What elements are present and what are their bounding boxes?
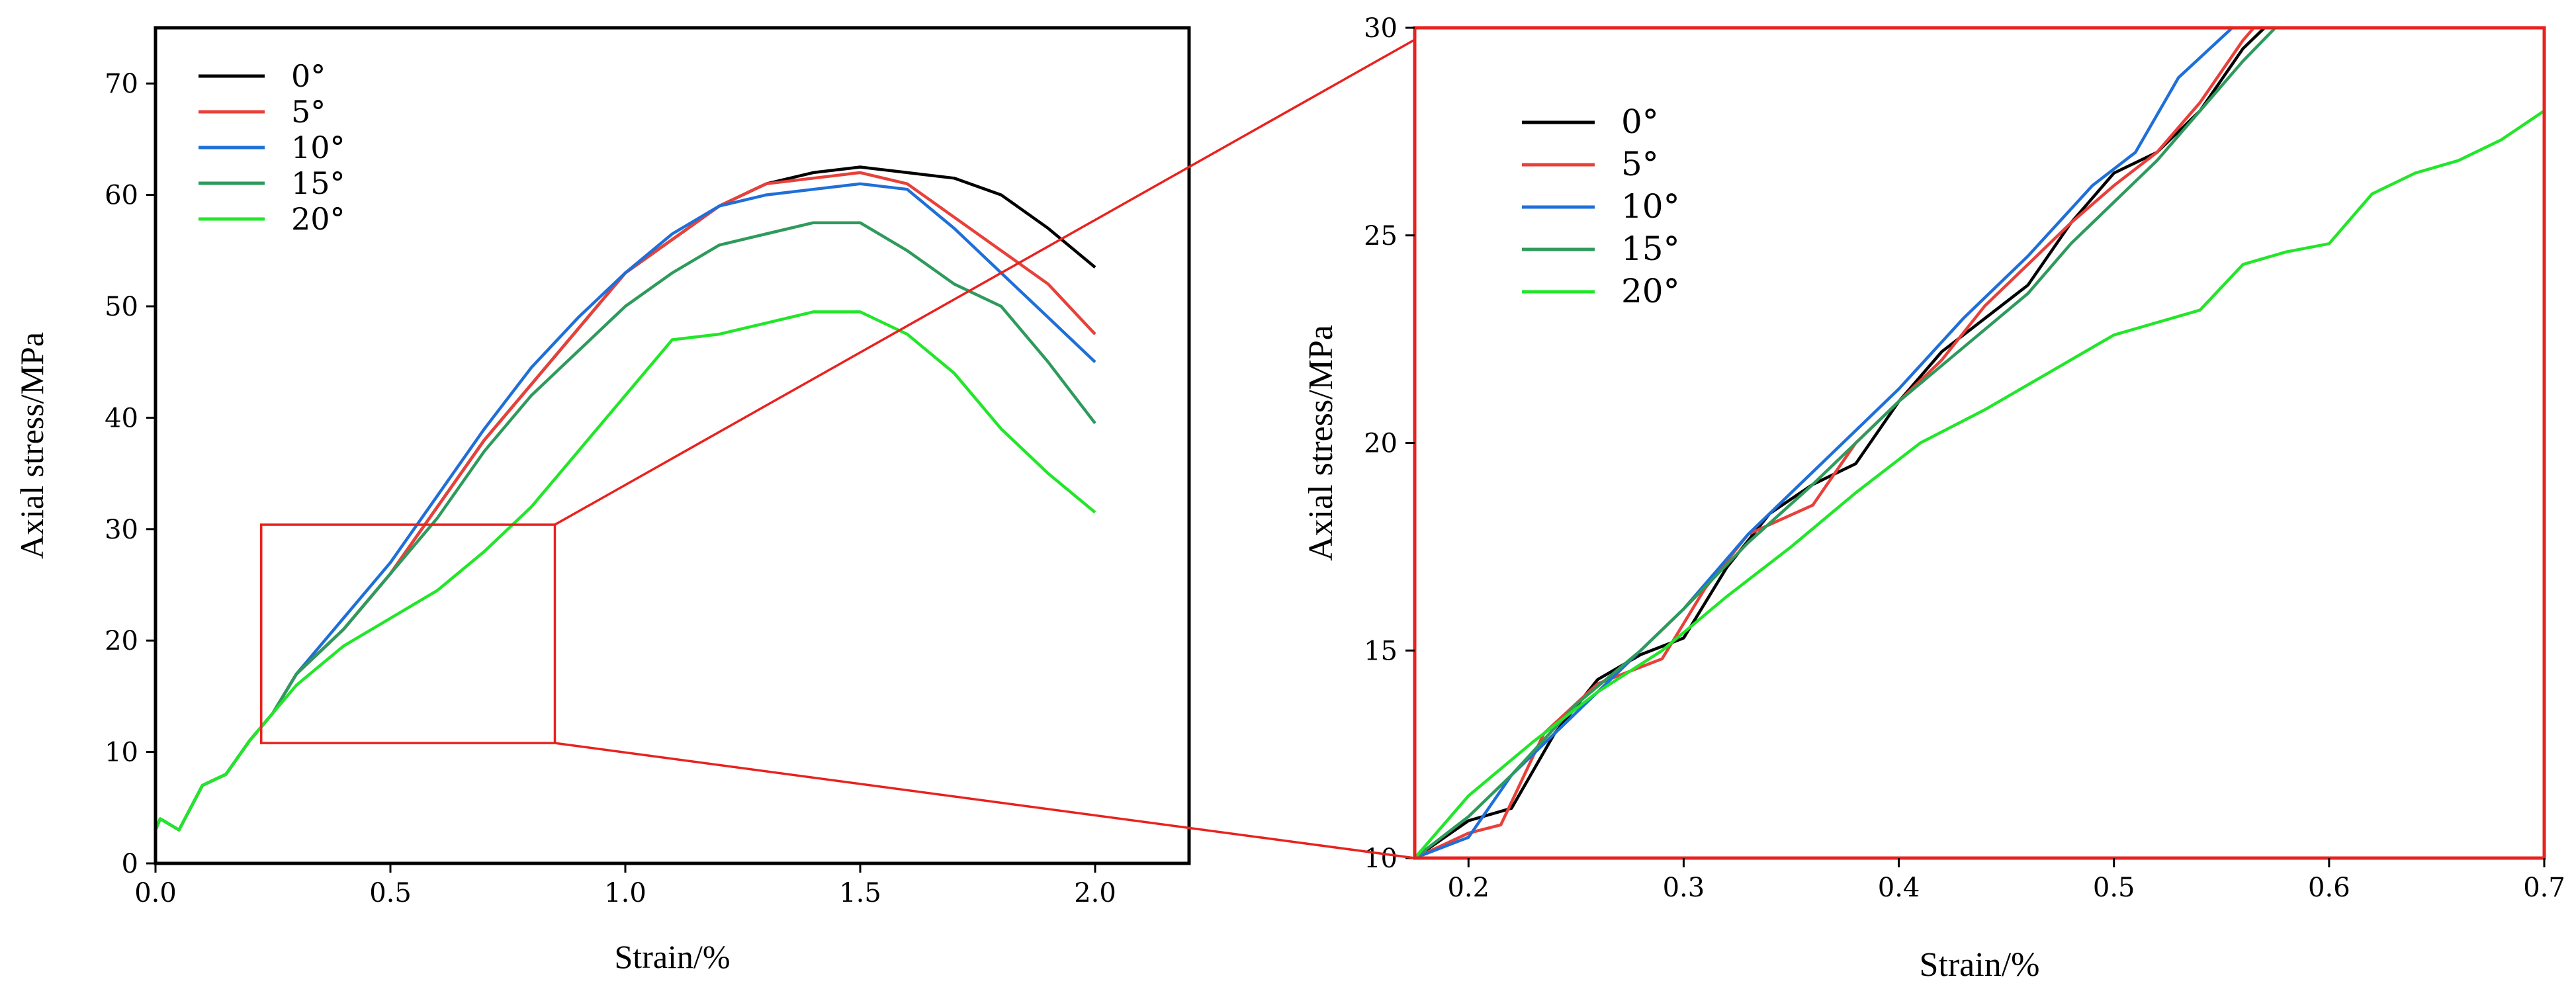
- legend-label: 20°: [1621, 272, 1680, 310]
- x-tick-label: 2.0: [1074, 878, 1116, 908]
- series-line-15deg: [155, 221, 1096, 832]
- x-tick-label: 0.6: [2308, 873, 2350, 903]
- y-tick-label: 70: [105, 69, 138, 99]
- left-chart: 0.0 0.5 1.0 1.5 2.0 0 10 20 30 40 50 60 70 Strain/% Ax…: [13, 26, 1191, 975]
- y-tick-label: 50: [105, 292, 138, 322]
- legend-label: 20°: [291, 201, 345, 237]
- legend-label: 10°: [291, 130, 345, 165]
- series-line-5deg: [1415, 28, 2255, 858]
- y-tick-label: 15: [1364, 636, 1398, 666]
- y-tick-label: 60: [105, 181, 138, 211]
- legend-label: 15°: [1621, 230, 1680, 268]
- y-tick-label: 20: [1364, 429, 1398, 459]
- x-tick-label: 1.5: [839, 878, 881, 908]
- y-tick-label: 10: [1364, 844, 1398, 874]
- y-tick-label: 40: [105, 403, 138, 433]
- y-tick-label: 25: [1364, 221, 1398, 251]
- x-axis-label: Strain/%: [615, 938, 731, 975]
- x-tick-label: 0.5: [369, 878, 412, 908]
- zoom-connectors: [260, 38, 1415, 859]
- series-line-10deg: [155, 182, 1096, 832]
- series-line-15deg: [1415, 28, 2277, 858]
- x-tick-label: 0.4: [1878, 873, 1920, 903]
- x-axis-label: Strain/%: [1920, 946, 2040, 984]
- y-tick-label: 30: [1364, 13, 1398, 44]
- legend-label: 5°: [1621, 145, 1659, 183]
- legend: 0° 5° 10° 15° 20°: [1522, 103, 1680, 310]
- zoom-box: [260, 523, 556, 744]
- legend-label: 15°: [291, 165, 345, 201]
- right-zoom-chart: 0.2 0.3 0.4 0.5 0.6 0.7 10 15 20 25 30 Strain/% Axia…: [1302, 13, 2565, 984]
- legend: 0°5°10°15°20°: [199, 58, 345, 237]
- y-axis-label: Axial stress/MPa: [13, 332, 50, 559]
- y-tick-label: 30: [105, 515, 138, 545]
- zoom-connector-top: [554, 38, 1415, 526]
- y-tick-label: 0: [122, 849, 138, 879]
- x-tick-label: 0.7: [2523, 873, 2565, 903]
- plot-frame: [154, 26, 1191, 865]
- series-line-0deg: [155, 165, 1096, 832]
- x-tick-label: 0.2: [1447, 873, 1489, 903]
- legend-label: 0°: [291, 58, 326, 94]
- zoom-connector-bottom: [555, 742, 1415, 859]
- y-tick-label: 10: [105, 738, 138, 768]
- series-line-10deg: [1415, 28, 2234, 858]
- y-axis-label: Axial stress/MPa: [1302, 325, 1340, 561]
- series-line-20deg: [1415, 109, 2544, 858]
- x-tick-label: 1.0: [604, 878, 646, 908]
- x-tick-label: 0.3: [1663, 873, 1705, 903]
- legend-label: 10°: [1621, 187, 1680, 226]
- x-tick-label: 0.0: [134, 878, 177, 908]
- legend-label: 0°: [1621, 103, 1659, 141]
- plot-frame: [1413, 26, 2546, 860]
- x-tick-label: 0.5: [2093, 873, 2135, 903]
- y-tick-label: 20: [105, 626, 138, 656]
- legend-label: 5°: [291, 94, 326, 130]
- series-line-20deg: [155, 310, 1096, 832]
